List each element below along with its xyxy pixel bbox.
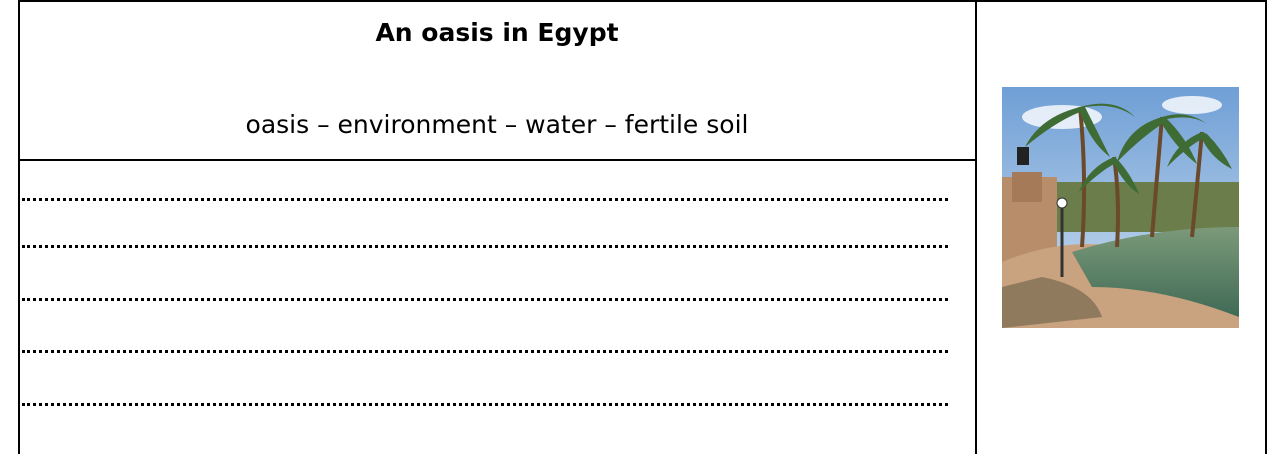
column-divider (975, 0, 977, 454)
writing-line (22, 198, 948, 201)
keywords: oasis – environment – water – fertile so… (18, 110, 976, 139)
oasis-photo (1002, 87, 1239, 328)
writing-line (22, 350, 948, 353)
writing-line (22, 298, 948, 301)
title: An oasis in Egypt (18, 18, 976, 47)
writing-line (22, 245, 948, 248)
row-divider (18, 159, 976, 161)
page: An oasis in Egypt oasis – environment – … (0, 0, 1286, 454)
writing-line (22, 403, 948, 406)
